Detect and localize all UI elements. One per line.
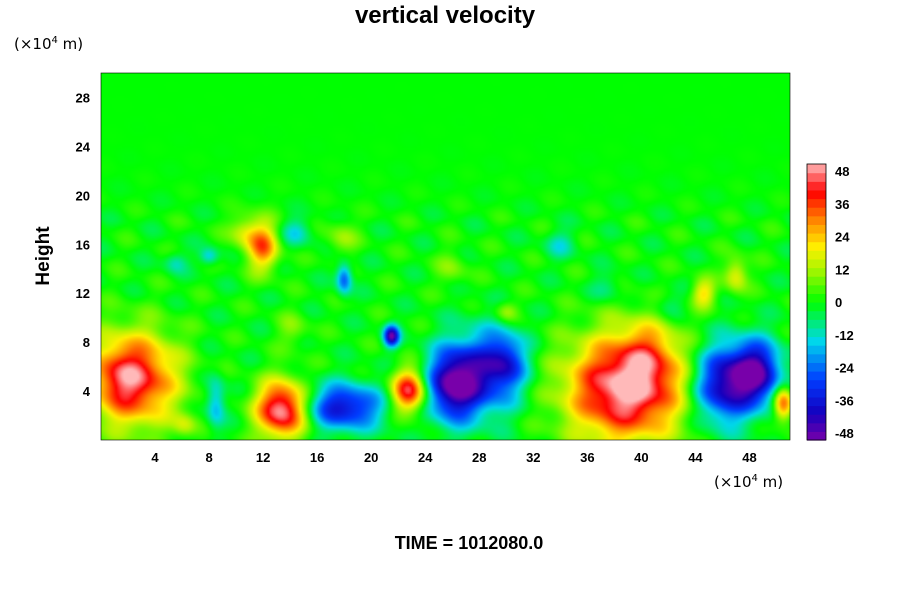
colorbar-band bbox=[807, 388, 826, 398]
y-tick-label: 20 bbox=[76, 188, 90, 203]
colorbar-band bbox=[807, 310, 826, 320]
colorbar-tick-label: 0 bbox=[835, 295, 842, 310]
colorbar-tick-label: 24 bbox=[835, 230, 850, 245]
colorbar-band bbox=[807, 319, 826, 329]
colorbar-band bbox=[807, 181, 826, 191]
y-tick-label: 12 bbox=[76, 286, 90, 301]
y-axis-unit: (×104 m) bbox=[14, 35, 83, 53]
x-tick-label: 40 bbox=[634, 450, 648, 465]
colorbar-band bbox=[807, 336, 826, 346]
x-tick-label: 12 bbox=[256, 450, 270, 465]
colorbar-band bbox=[807, 422, 826, 432]
x-tick-label: 8 bbox=[205, 450, 212, 465]
colorbar-bands bbox=[807, 164, 826, 441]
colorbar-band bbox=[807, 258, 826, 269]
colorbar-tick-label: -12 bbox=[835, 328, 854, 343]
colorbar-band bbox=[807, 198, 826, 208]
y-tick-label: 8 bbox=[83, 335, 90, 350]
colorbar-band bbox=[807, 414, 826, 424]
colorbar-tick-label: 12 bbox=[835, 262, 849, 277]
colorbar-tick-label: -24 bbox=[835, 361, 855, 376]
colorbar-band bbox=[807, 293, 826, 303]
x-tick-label: 44 bbox=[688, 450, 703, 465]
y-tick-label: 24 bbox=[76, 139, 91, 154]
colorbar-band bbox=[807, 267, 826, 277]
plot-frame bbox=[100, 72, 791, 441]
colorbar-band bbox=[807, 276, 826, 286]
x-tick-label: 48 bbox=[742, 450, 756, 465]
colorbar-band bbox=[807, 327, 826, 338]
colorbar-band bbox=[807, 207, 826, 217]
colorbar-tick-label: 48 bbox=[835, 164, 849, 179]
colorbar-band bbox=[807, 172, 826, 182]
colorbar-tick-label: -36 bbox=[835, 393, 854, 408]
colorbar-band bbox=[807, 405, 826, 415]
x-tick-label: 24 bbox=[418, 450, 433, 465]
y-axis-ticks: 4 8 12 16 20 24 28 bbox=[76, 90, 91, 399]
x-axis-ticks: 4 8 12 16 20 24 28 32 36 40 44 48 bbox=[151, 450, 756, 465]
colorbar-band bbox=[807, 345, 826, 355]
y-tick-label: 4 bbox=[83, 384, 91, 399]
x-tick-label: 28 bbox=[472, 450, 486, 465]
x-tick-label: 4 bbox=[151, 450, 159, 465]
y-tick-label: 16 bbox=[76, 237, 90, 252]
colorbar-band bbox=[807, 164, 826, 174]
time-label: TIME = 1012080.0 bbox=[395, 533, 544, 553]
heatmap-field bbox=[101, 73, 790, 440]
colorbar-frame bbox=[806, 163, 827, 441]
colorbar-band bbox=[807, 362, 826, 372]
colorbar: 48 36 24 12 0 -12 -24 -36 -48 bbox=[806, 163, 855, 441]
chart-title: vertical velocity bbox=[355, 2, 536, 29]
heatmap-plot-area bbox=[100, 72, 791, 441]
colorbar-ticks: 48 36 24 12 0 -12 -24 -36 -48 bbox=[835, 164, 855, 441]
x-tick-label: 36 bbox=[580, 450, 594, 465]
y-axis-label: Height bbox=[33, 226, 54, 286]
x-tick-label: 20 bbox=[364, 450, 378, 465]
colorbar-band bbox=[807, 396, 826, 407]
x-tick-label: 16 bbox=[310, 450, 324, 465]
colorbar-band bbox=[807, 189, 826, 200]
colorbar-band bbox=[807, 302, 826, 312]
colorbar-band bbox=[807, 241, 826, 251]
colorbar-tick-label: 36 bbox=[835, 197, 849, 212]
y-tick-label: 28 bbox=[76, 90, 90, 105]
colorbar-band bbox=[807, 224, 826, 234]
colorbar-band bbox=[807, 215, 826, 225]
x-axis-unit: (×104 m) bbox=[714, 473, 783, 491]
colorbar-band bbox=[807, 233, 826, 243]
colorbar-band bbox=[807, 284, 826, 294]
x-tick-label: 32 bbox=[526, 450, 540, 465]
colorbar-band bbox=[807, 371, 826, 381]
colorbar-band bbox=[807, 431, 826, 441]
colorbar-band bbox=[807, 250, 826, 260]
colorbar-band bbox=[807, 353, 826, 363]
colorbar-tick-label: -48 bbox=[835, 426, 854, 441]
colorbar-band bbox=[807, 379, 826, 389]
